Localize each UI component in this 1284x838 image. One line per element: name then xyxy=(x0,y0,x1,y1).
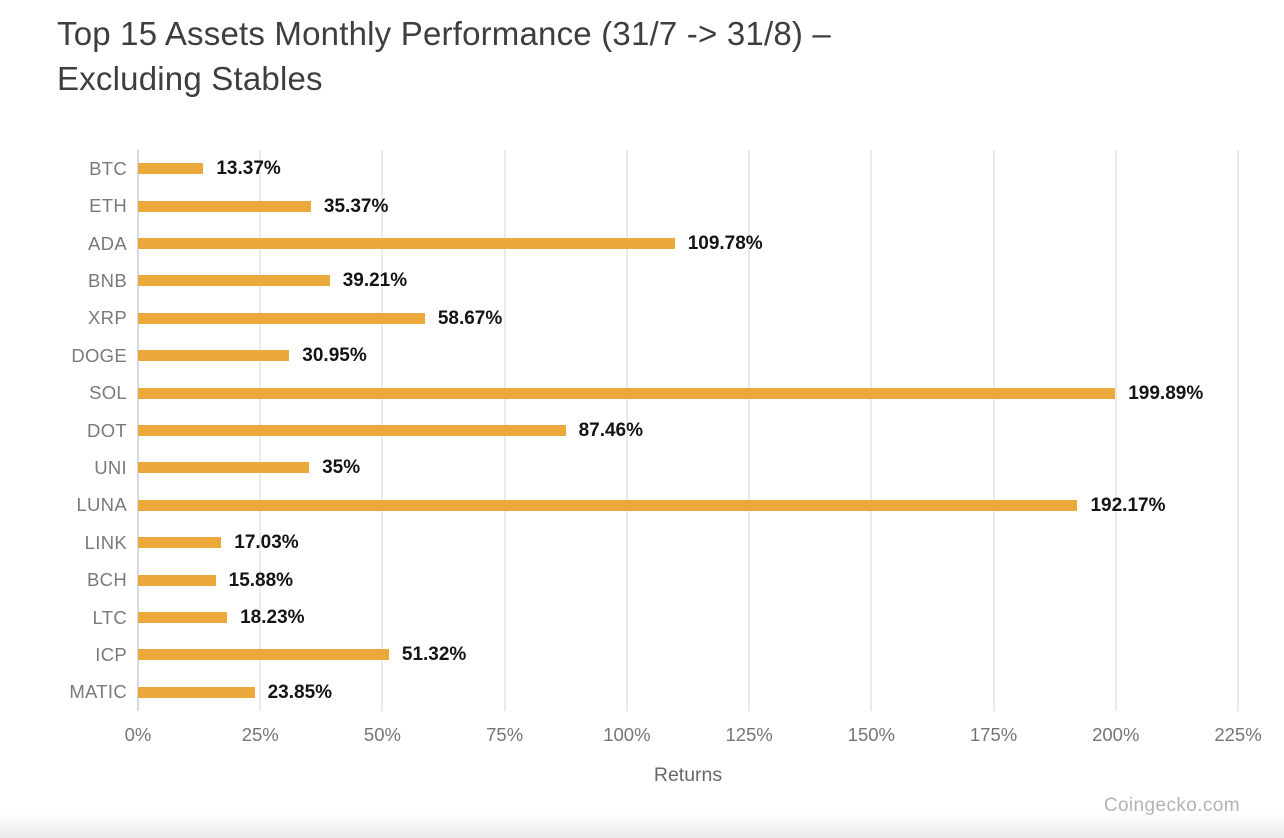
value-label: 35.37% xyxy=(323,195,389,217)
bar-row: 15.88% xyxy=(138,561,1238,598)
category-label: ADA xyxy=(88,232,127,254)
bar-row: 13.37% xyxy=(138,150,1238,187)
category-label: ETH xyxy=(89,195,127,217)
bar xyxy=(138,686,255,698)
bar-row: 87.46% xyxy=(138,412,1238,449)
chart-title: Top 15 Assets Monthly Performance (31/7 … xyxy=(57,11,831,101)
value-label: 30.95% xyxy=(302,345,367,367)
bar xyxy=(138,425,566,437)
attribution-watermark: Coingecko.com xyxy=(1103,795,1240,816)
value-label: 199.89% xyxy=(1128,382,1204,404)
gridline xyxy=(1237,150,1239,711)
bar xyxy=(138,275,330,287)
bar xyxy=(138,350,290,362)
category-label: SOL xyxy=(89,382,127,404)
bar-row: 51.32% xyxy=(138,636,1238,673)
bar-row: 18.23% xyxy=(138,599,1238,636)
bottom-gradient xyxy=(0,812,1284,838)
bar-layer: 13.37% 35.37% 109.78% 39.21% 58.67% 30.95% 199… xyxy=(138,150,1238,711)
value-label: 23.85% xyxy=(267,681,333,703)
bar-row: 35.37% xyxy=(138,187,1238,224)
x-tick-label: 125% xyxy=(725,724,773,745)
x-tick-label: 75% xyxy=(486,724,524,745)
bar xyxy=(138,462,310,474)
value-label: 87.46% xyxy=(578,420,644,442)
category-label: DOGE xyxy=(71,344,127,366)
bar-row: 192.17% xyxy=(138,487,1238,524)
category-label: UNI xyxy=(94,456,127,478)
bar-row: 39.21% xyxy=(138,262,1238,299)
value-label: 35% xyxy=(322,457,361,479)
category-label: ICP xyxy=(95,643,127,665)
bar-row: 23.85% xyxy=(138,674,1238,711)
category-label: BCH xyxy=(87,569,127,591)
x-tick-label: 100% xyxy=(603,724,651,745)
value-label: 192.17% xyxy=(1090,494,1166,516)
value-label: 109.78% xyxy=(687,233,763,255)
chart-title-line1: Top 15 Assets Monthly Performance (31/7 … xyxy=(57,15,831,52)
bar-row: 199.89% xyxy=(138,374,1238,411)
value-label: 13.37% xyxy=(216,158,281,180)
value-label: 51.32% xyxy=(401,644,467,666)
value-label: 58.67% xyxy=(437,307,503,329)
bar xyxy=(138,200,311,212)
value-label: 17.03% xyxy=(234,532,299,554)
value-label: 15.88% xyxy=(228,569,294,591)
value-label: 39.21% xyxy=(342,270,408,292)
bar-row: 58.67% xyxy=(138,300,1238,337)
gridline xyxy=(625,150,628,711)
category-label: MATIC xyxy=(69,681,127,703)
bar xyxy=(138,312,425,324)
value-label: 18.23% xyxy=(240,607,305,629)
bar xyxy=(138,238,675,250)
bar xyxy=(138,537,222,549)
x-tick-label: 225% xyxy=(1214,724,1262,745)
x-tick-label: 50% xyxy=(363,724,401,745)
x-tick-label: 200% xyxy=(1092,724,1140,745)
bar-row: 35% xyxy=(138,449,1238,486)
chart-title-line2: Excluding Stables xyxy=(57,60,323,97)
bar xyxy=(138,499,1078,511)
bar xyxy=(138,612,228,624)
x-tick-label: 25% xyxy=(241,724,279,745)
category-label: LINK xyxy=(84,531,127,553)
x-tick-label: 0% xyxy=(124,724,152,745)
gridline xyxy=(1114,150,1117,711)
bar-row: 30.95% xyxy=(138,337,1238,374)
bar xyxy=(138,574,216,586)
category-label: XRP xyxy=(88,307,127,329)
bar xyxy=(138,163,204,175)
bar-row: 17.03% xyxy=(138,524,1238,561)
gridline xyxy=(870,150,873,711)
category-label: LTC xyxy=(92,606,127,628)
gridline xyxy=(748,150,751,711)
category-label: DOT xyxy=(87,419,127,441)
category-label: BNB xyxy=(88,269,127,291)
x-tick-label: 150% xyxy=(847,724,895,745)
bar-row: 109.78% xyxy=(138,225,1238,262)
category-label: BTC xyxy=(89,157,127,179)
bar xyxy=(138,649,389,661)
gridline xyxy=(992,150,995,711)
y-axis-labels: BTC ETH ADA BNB XRP DOGE SOL DOT UNI LUNA LINK BCH L… xyxy=(0,150,127,711)
plot-area: 13.37% 35.37% 109.78% 39.21% 58.67% 30.95% 199… xyxy=(137,150,1239,711)
x-tick-label: 175% xyxy=(969,724,1018,745)
x-axis-title: Returns xyxy=(653,764,723,786)
category-label: LUNA xyxy=(76,494,127,516)
bar xyxy=(138,387,1116,399)
x-axis-ticks: 0% 25% 50% 75% 100% 125% 150% 175% 200% 225% xyxy=(125,724,1262,746)
